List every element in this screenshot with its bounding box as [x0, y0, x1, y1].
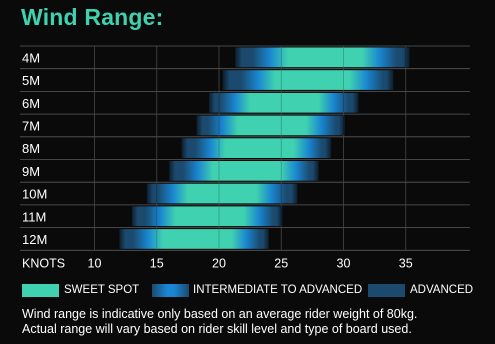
- legend-label-advanced: ADVANCED: [410, 284, 474, 296]
- row-label-7m: 7M: [22, 118, 40, 133]
- range-bar-6m: [209, 92, 359, 113]
- range-bar-12m: [119, 229, 269, 249]
- legend-label-sweet-spot: SWEET SPOT: [64, 284, 140, 296]
- row-label-5m: 5M: [22, 73, 40, 88]
- row-label-11m: 11M: [22, 209, 46, 224]
- row-label-10m: 10M: [22, 187, 47, 202]
- x-axis-title: KNOTS: [22, 256, 65, 270]
- row-label-12m: 12M: [22, 232, 47, 247]
- footnote-line-1: Wind range is indicative only based on a…: [22, 307, 418, 321]
- footnote-line-2: Actual range will vary based on rider sk…: [22, 322, 412, 336]
- legend-swatch-intermediate: [152, 284, 189, 297]
- row-label-9m: 9M: [22, 164, 40, 179]
- range-bar-8m: [181, 138, 332, 158]
- x-tick-label: 20: [212, 256, 226, 270]
- wind-range-chart: 4M 5M 6M 7M 8M 9M 10M 11M 12M KNOTS 10 15 20 25 30 35: [20, 45, 470, 270]
- row-label-4m: 4M: [22, 50, 40, 65]
- row-label-8m: 8M: [22, 141, 40, 156]
- chart-title: Wind Range:: [21, 4, 164, 30]
- x-tick-label: 35: [399, 256, 413, 270]
- range-bar-10m: [146, 183, 298, 204]
- range-bar-9m: [169, 161, 319, 181]
- range-bar-11m: [131, 206, 283, 227]
- legend-label-intermediate: INTERMEDIATE TO ADVANCED: [193, 284, 363, 296]
- x-tick-label: 15: [150, 256, 164, 270]
- x-tick-label: 30: [337, 256, 351, 270]
- legend-swatch-sweet-spot: [22, 284, 59, 297]
- range-bar-5m: [222, 70, 394, 90]
- row-label-6m: 6M: [22, 96, 40, 111]
- range-bar-4m: [235, 47, 410, 68]
- range-bar-7m: [196, 115, 345, 136]
- legend-swatch-advanced: [368, 284, 405, 297]
- x-tick-label: 10: [88, 256, 102, 270]
- x-tick-label: 25: [274, 256, 288, 270]
